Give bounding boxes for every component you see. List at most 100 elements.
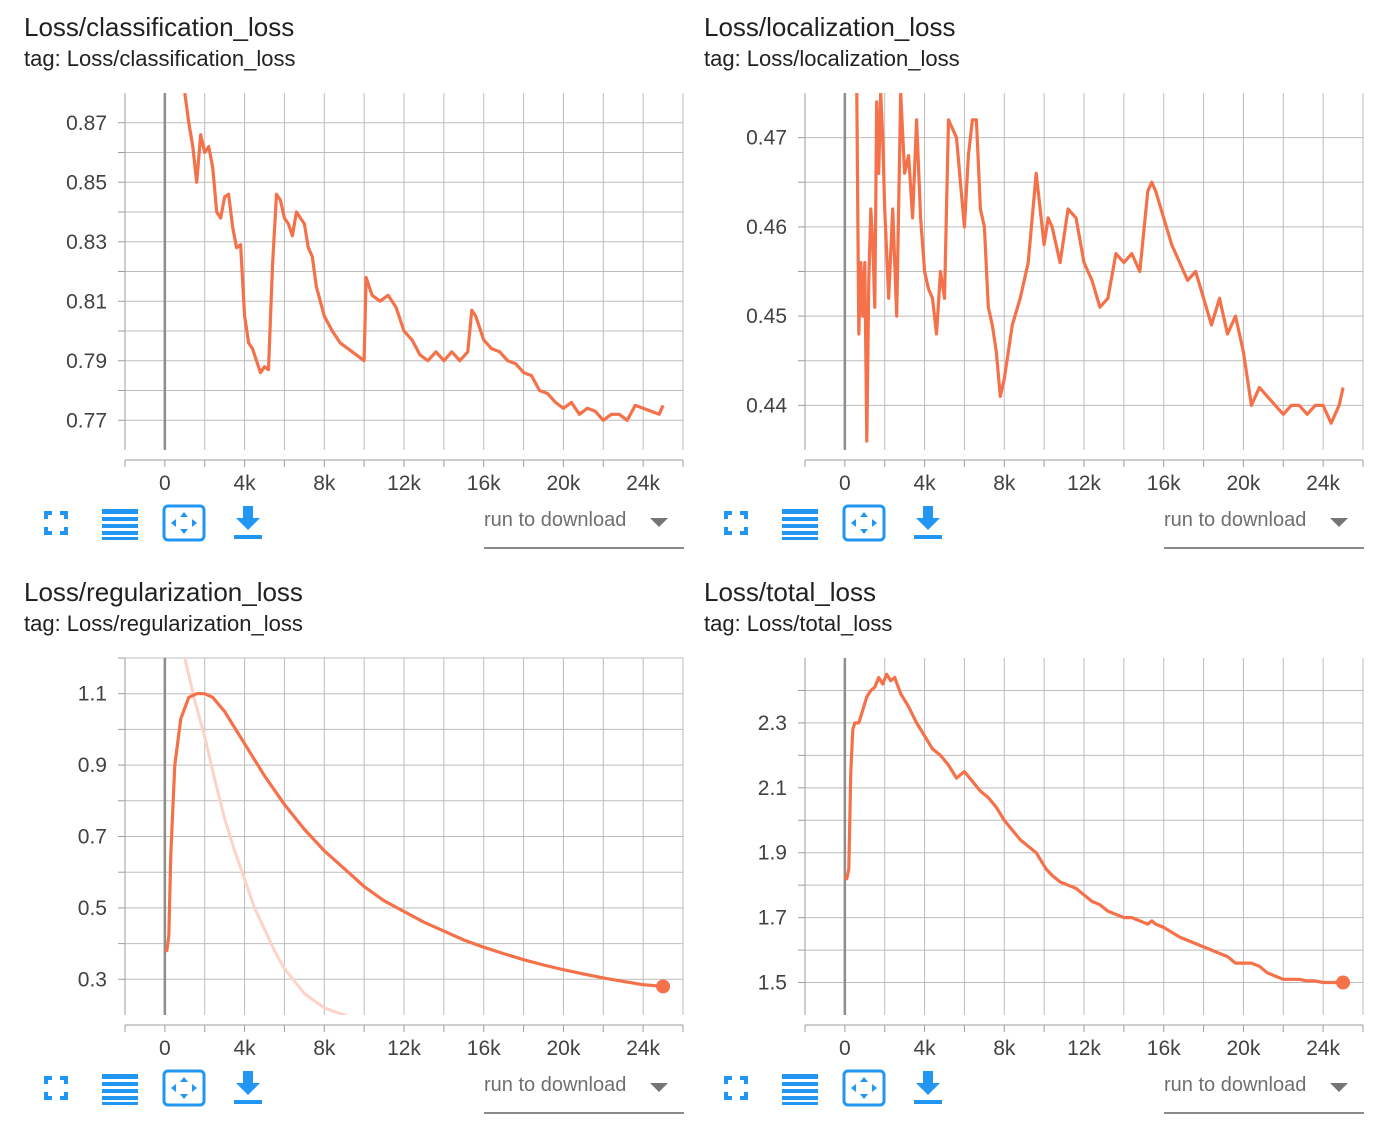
x-tick-label: 0 [839, 1037, 851, 1060]
x-tick-label: 4k [233, 472, 256, 495]
last-point-marker [1336, 975, 1351, 990]
data-table-button[interactable] [778, 1068, 822, 1108]
chevron-down-icon [1330, 1083, 1348, 1092]
data-table-button[interactable] [778, 503, 822, 543]
y-tick-label: 0.83 [66, 231, 107, 254]
x-tick-label: 4k [913, 472, 936, 495]
y-tick-label: 0.5 [78, 897, 107, 920]
chart-title: Loss/localization_loss [704, 12, 956, 42]
smoothed-series-line [855, 93, 1345, 443]
fit-domain-icon [162, 504, 206, 542]
x-tick-label: 0 [159, 472, 171, 495]
y-tick-label: 0.77 [66, 409, 107, 432]
x-tick-label: 8k [313, 472, 336, 495]
fit-domain-icon [842, 504, 886, 542]
y-tick-label: 0.81 [66, 290, 107, 313]
download-icon [914, 1071, 942, 1104]
x-tick-label: 4k [233, 1037, 256, 1060]
data-table-icon [102, 1074, 138, 1105]
fullscreen-button[interactable] [34, 1068, 78, 1108]
plot-area[interactable]: 0 4k 8k 12k 16k 20k 24k 0.44 0.45 0.46 0.47 [700, 80, 1380, 500]
chart-card-regularization: Loss/regularization_loss tag: Loss/regul… [20, 565, 700, 1135]
download-icon [234, 1071, 262, 1104]
fullscreen-icon [44, 1076, 68, 1100]
run-to-download-select[interactable]: run to download [484, 1070, 684, 1114]
chart-title: Loss/classification_loss [24, 12, 295, 42]
fullscreen-icon [724, 511, 748, 535]
fullscreen-icon [724, 1076, 748, 1100]
fit-domain-button[interactable] [162, 503, 206, 543]
chart-title: Loss/regularization_loss [24, 577, 303, 607]
download-button[interactable] [906, 503, 950, 543]
smoothed-series-line [183, 93, 665, 422]
x-tick-label: 20k [546, 1037, 580, 1060]
plot-area[interactable]: 0 4k 8k 12k 16k 20k 24k 0.3 0.5 0.7 0.9 1.1 [20, 645, 700, 1065]
y-tick-label: 1.7 [758, 907, 787, 930]
y-tick-label: 1.5 [758, 972, 787, 995]
chevron-down-icon [1330, 518, 1348, 527]
run-to-download-select[interactable]: run to download [1164, 1070, 1364, 1114]
y-tick-label: 0.87 [66, 112, 107, 135]
chart-tag: tag: Loss/regularization_loss [24, 611, 303, 636]
x-tick-label: 12k [387, 1037, 421, 1060]
x-tick-label: 4k [913, 1037, 936, 1060]
y-tick-label: 0.44 [746, 394, 787, 417]
x-tick-label: 20k [546, 472, 580, 495]
data-table-button[interactable] [98, 503, 142, 543]
chart-tag: tag: Loss/localization_loss [704, 46, 960, 71]
chart-tag: tag: Loss/classification_loss [24, 46, 296, 71]
last-point-marker [656, 979, 671, 994]
x-tick-label: 8k [313, 1037, 336, 1060]
x-tick-label: 0 [839, 472, 851, 495]
chart-tag: tag: Loss/total_loss [704, 611, 893, 636]
run-to-download-label: run to download [484, 509, 627, 531]
fullscreen-button[interactable] [714, 1068, 758, 1108]
y-tick-label: 0.9 [78, 754, 107, 777]
data-table-icon [102, 509, 138, 540]
x-tick-label: 20k [1226, 1037, 1260, 1060]
chart-title: Loss/total_loss [704, 577, 876, 607]
chart-card-total: Loss/total_loss tag: Loss/total_loss 0 4k… [700, 565, 1380, 1135]
x-tick-label: 8k [993, 1037, 1016, 1060]
fit-domain-button[interactable] [842, 1068, 886, 1108]
y-tick-label: 2.1 [758, 777, 787, 800]
chart-card-localization: Loss/localization_loss tag: Loss/localiz… [700, 0, 1380, 570]
raw-series-line [183, 658, 349, 1015]
x-tick-label: 24k [1306, 472, 1340, 495]
x-tick-label: 8k [993, 472, 1016, 495]
y-tick-label: 2.3 [758, 712, 787, 735]
y-tick-label: 0.47 [746, 127, 787, 150]
y-tick-label: 1.9 [758, 842, 787, 865]
x-tick-label: 16k [467, 1037, 501, 1060]
x-tick-label: 24k [626, 1037, 660, 1060]
fit-domain-button[interactable] [162, 1068, 206, 1108]
plot-area[interactable]: 0 4k 8k 12k 16k 20k 24k 1.5 1.7 1.9 2.1 2.3 [700, 645, 1380, 1065]
fullscreen-button[interactable] [714, 503, 758, 543]
plot-area[interactable]: 0 4k 8k 12k 16k 20k 24k 0.77 0.79 0.81 0.83 0.85 0.8… [20, 80, 700, 500]
download-button[interactable] [226, 503, 270, 543]
smoothed-series-line [164, 692, 664, 988]
data-table-button[interactable] [98, 1068, 142, 1108]
download-button[interactable] [906, 1068, 950, 1108]
download-icon [234, 506, 262, 539]
chevron-down-icon [650, 1083, 668, 1092]
y-tick-label: 0.85 [66, 171, 107, 194]
y-tick-label: 1.1 [78, 683, 107, 706]
x-tick-label: 12k [387, 472, 421, 495]
run-to-download-select[interactable]: run to download [484, 505, 684, 549]
x-tick-label: 24k [626, 472, 660, 495]
run-to-download-select[interactable]: run to download [1164, 505, 1364, 549]
x-tick-label: 12k [1067, 472, 1101, 495]
data-table-icon [782, 1074, 818, 1105]
run-to-download-label: run to download [1164, 509, 1307, 531]
download-button[interactable] [226, 1068, 270, 1108]
fullscreen-icon [44, 511, 68, 535]
y-tick-label: 0.45 [746, 305, 787, 328]
fit-domain-icon [842, 1069, 886, 1107]
x-tick-label: 12k [1067, 1037, 1101, 1060]
fit-domain-button[interactable] [842, 503, 886, 543]
fullscreen-button[interactable] [34, 503, 78, 543]
run-to-download-label: run to download [484, 1074, 627, 1096]
x-tick-label: 0 [159, 1037, 171, 1060]
x-tick-label: 16k [1147, 1037, 1181, 1060]
